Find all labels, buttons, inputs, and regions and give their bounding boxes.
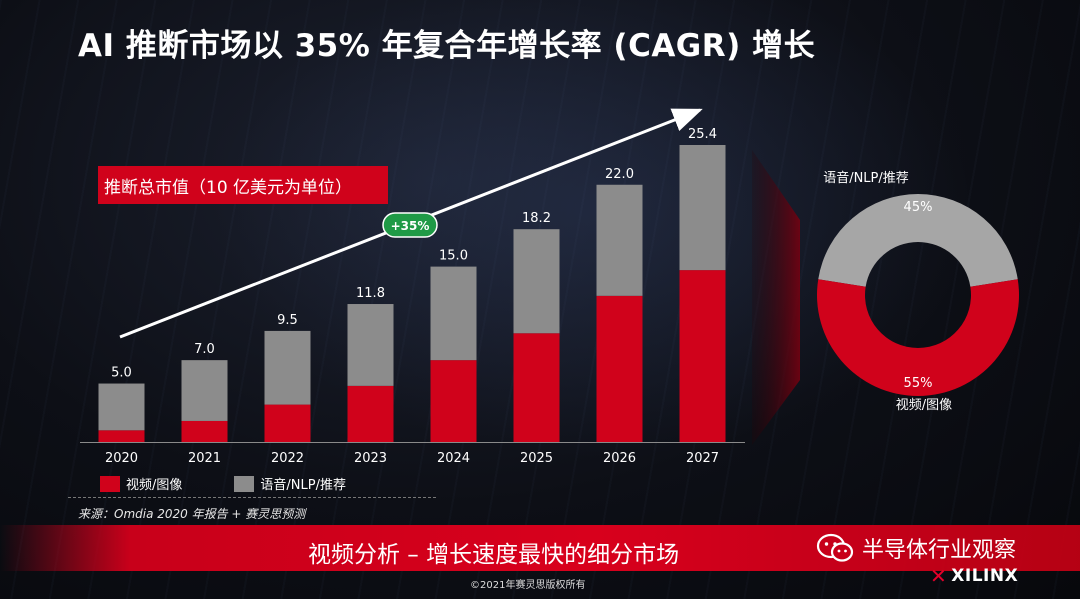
bar-video-2027: [679, 270, 726, 442]
bar-video-2026: [596, 295, 643, 442]
copyright-text: ©2021年赛灵思版权所有: [470, 580, 586, 591]
legend-swatch-video: [100, 475, 120, 492]
x-tick-label-2023: 2023: [354, 451, 387, 466]
source-divider: [68, 497, 436, 498]
x-tick-label-2026: 2026: [603, 451, 636, 466]
legend-label-video: 视频/图像: [126, 478, 183, 493]
x-tick-label-2024: 2024: [437, 451, 470, 466]
total-label-2026: 22.0: [605, 167, 634, 182]
bar-video-2020: [98, 430, 145, 442]
x-tick-label-2027: 2027: [686, 451, 719, 466]
bar-speech-2020: [98, 383, 145, 431]
donut-value-video: 55%: [904, 376, 933, 391]
total-label-2023: 11.8: [356, 286, 385, 301]
legend-item-speech: 语音/NLP/推荐: [234, 474, 346, 493]
donut-chart: 语音/NLP/推荐 45% 55% 视频/图像: [817, 170, 1020, 413]
donut-label-video: 视频/图像: [896, 398, 952, 413]
total-label-2027: 25.4: [688, 127, 717, 142]
bar-chart: 5.0 2020 7.0 2021 9.5 2022 11.8 2023 15.0 2024 18.…: [80, 108, 745, 466]
bar-speech-2023: [347, 304, 394, 386]
donut-label-speech: 语音/NLP/推荐: [823, 170, 909, 186]
banner-text: 视频分析 – 增长速度最快的细分市场: [308, 542, 680, 568]
donut-value-speech: 45%: [904, 200, 933, 215]
bar-video-2022: [264, 404, 311, 442]
watermark-text: 半导体行业观察: [862, 538, 1017, 563]
bar-speech-2024: [430, 266, 477, 361]
x-tick-label-2021: 2021: [188, 451, 221, 466]
xilinx-mark-icon: ✕: [930, 564, 948, 588]
bar-video-2024: [430, 360, 477, 442]
watermark: 半导体行业观察: [816, 532, 1016, 564]
brand-name: XILINX: [951, 566, 1019, 586]
wechat-icon: [816, 533, 854, 562]
bar-speech-2022: [264, 330, 311, 405]
chart-legend: 视频/图像 语音/NLP/推荐: [100, 474, 368, 493]
total-label-2021: 7.0: [194, 342, 215, 357]
bar-video-2025: [513, 333, 560, 442]
bar-speech-2021: [181, 360, 228, 421]
page-title: AI 推断市场以 35% 年复合年增长率 (CAGR) 增长: [78, 28, 816, 64]
x-tick-label-2022: 2022: [271, 451, 304, 466]
legend-swatch-speech: [234, 475, 255, 492]
donut-slice-video: [817, 279, 1020, 396]
bar-speech-2025: [513, 229, 560, 334]
brand-logo: ✕ XILINX: [930, 564, 1018, 588]
source-note: 来源：Omdia 2020 年报告 + 赛灵思预测: [78, 507, 306, 521]
bar-video-2023: [347, 385, 394, 442]
cagr-badge-label: +35%: [391, 219, 430, 233]
total-label-2025: 18.2: [522, 211, 551, 226]
donut-slice-speech: [818, 193, 1018, 287]
legend-item-video: 视频/图像: [100, 474, 182, 493]
legend-label-speech: 语音/NLP/推荐: [260, 478, 346, 493]
bar-speech-2027: [679, 145, 726, 271]
total-label-2024: 15.0: [439, 249, 468, 264]
bar-speech-2026: [596, 184, 643, 296]
x-tick-label-2025: 2025: [520, 451, 553, 466]
total-label-2022: 9.5: [277, 313, 298, 328]
bar-video-2021: [181, 420, 228, 442]
funnel-connector: [752, 150, 800, 445]
banner-bar: [0, 525, 1080, 571]
total-label-2020: 5.0: [111, 366, 132, 381]
cagr-badge: [382, 212, 438, 238]
chart-title-box: 推断总市值（10 亿美元为单位）: [98, 166, 388, 204]
x-tick-label-2020: 2020: [105, 451, 138, 466]
